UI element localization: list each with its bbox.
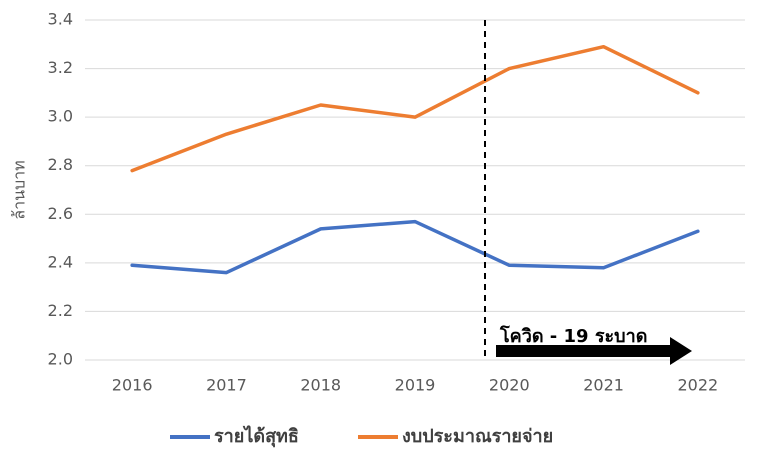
y-tick-label: 2.0 [48,350,73,369]
x-tick-label: 2018 [300,376,341,395]
x-tick-label: 2021 [583,376,624,395]
annotation: โควิด - 19 ระบาด [499,325,647,347]
x-tick-label: 2017 [206,376,247,395]
y-tick-label: 3.2 [48,58,73,77]
y-tick-label: 2.4 [48,252,73,271]
y-tick-label: 3.4 [48,10,73,29]
x-tick-label: 2016 [112,376,153,395]
legend-label: งบประมาณรายจ่าย [402,426,553,447]
x-tick-label: 2019 [395,376,436,395]
y-tick-label: 3.0 [48,107,73,126]
series-line [130,219,700,275]
x-tick-label: 2022 [677,376,718,395]
x-tick-label: 2020 [489,376,530,395]
y-axis-label: ล้านบาท [10,160,29,219]
y-tick-label: 2.2 [48,301,73,320]
y-tick-label: 2.8 [48,155,73,174]
legend-label: รายได้สุทธิ [214,425,299,448]
series-line [130,44,700,173]
annotation-arrow-head [670,337,692,365]
plot: 2.0 2.2 2.4 2.6 2.8 3.0 3.2 3.4 2016 2017 2018 2019… [48,10,745,448]
y-tick-label: 2.6 [48,204,73,223]
